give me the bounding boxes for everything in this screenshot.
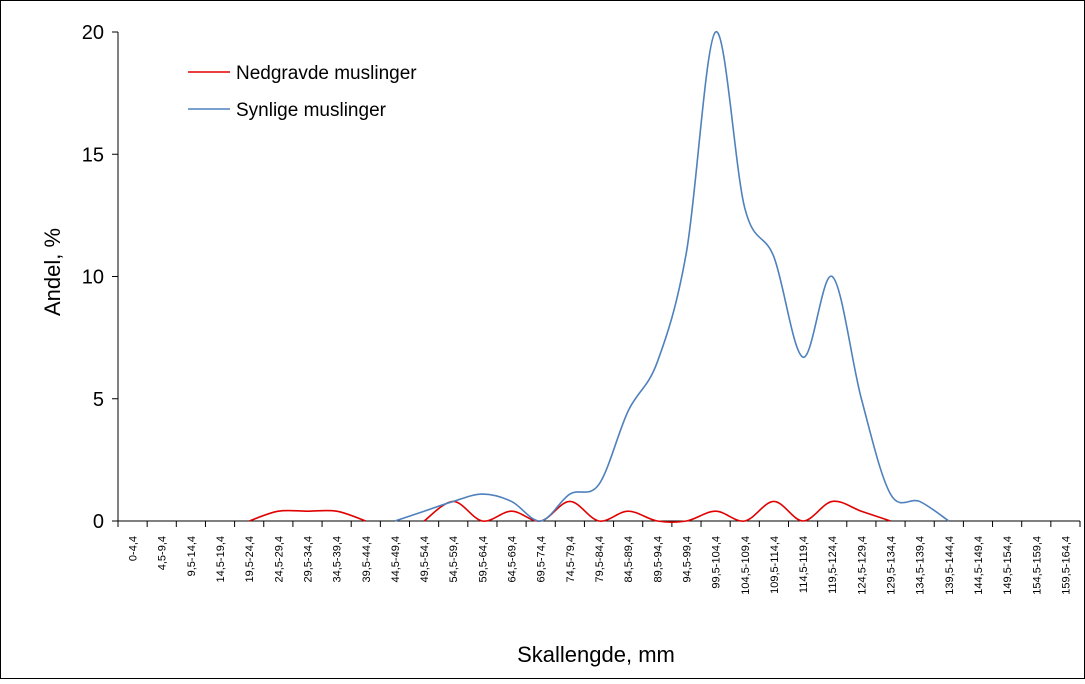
x-tick-label: 14,5-19,4: [215, 536, 227, 582]
x-tick-label: 104,5-109,4: [740, 536, 752, 595]
x-tick-label: 109,5-114,4: [769, 536, 781, 594]
x-tick-label: 29,5-34,4: [302, 536, 314, 582]
x-tick-label: 9,5-14,4: [186, 536, 198, 576]
x-tick-label: 34,5-39,4: [332, 536, 344, 582]
x-axis-title: Skallengde, mm: [517, 642, 675, 667]
x-tick-label: 159,5-164,4: [1060, 536, 1072, 595]
series-line: [394, 31, 950, 522]
x-tick-label: 74,5-79,4: [565, 536, 577, 582]
x-tick-label: 0-4,4: [128, 536, 140, 561]
series-line: [248, 500, 891, 524]
x-tick-label: 49,5-54,4: [419, 536, 431, 582]
y-tick-label: 10: [82, 267, 104, 289]
x-tick-label: 39,5-44,4: [361, 536, 373, 582]
x-tick-label: 149,5-154,4: [1002, 536, 1014, 595]
x-tick-label: 69,5-74,4: [536, 536, 548, 582]
y-tick-label: 5: [93, 389, 104, 411]
x-tick-label: 114,5-119,4: [798, 536, 810, 593]
legend-label: Nedgravde muslinger: [236, 63, 417, 84]
x-tick-label: 154,5-159,4: [1031, 536, 1043, 595]
x-tick-label: 89,5-94,4: [652, 536, 664, 582]
x-tick-label: 44,5-49,4: [390, 536, 402, 582]
y-axis-title: Andel, %: [40, 228, 65, 316]
y-tick-label: 0: [93, 511, 104, 533]
x-tick-label: 4,5-9,4: [157, 536, 169, 570]
x-tick-label: 144,5-149,4: [973, 536, 985, 595]
x-tick-label: 84,5-89,4: [623, 536, 635, 582]
x-tick-label: 19,5-24,4: [244, 536, 256, 582]
x-tick-label: 139,5-144,4: [944, 536, 956, 595]
x-tick-label: 24,5-29,4: [273, 536, 285, 582]
x-tick-label: 124,5-129,4: [856, 536, 868, 595]
x-tick-label: 119,5-124,4: [827, 536, 839, 594]
x-tick-label: 94,5-99,4: [681, 536, 693, 582]
x-tick-label: 59,5-64,4: [477, 536, 489, 582]
x-tick-label: 64,5-69,4: [507, 536, 519, 582]
x-tick-label: 79,5-84,4: [594, 536, 606, 582]
y-tick-label: 20: [82, 22, 104, 44]
x-tick-label: 99,5-104,4: [711, 536, 723, 589]
y-tick-label: 15: [82, 144, 104, 166]
x-tick-label: 134,5-139,4: [915, 536, 927, 595]
legend-label: Synlige muslinger: [236, 100, 387, 121]
x-tick-label: 54,5-59,4: [448, 536, 460, 582]
x-tick-label: 129,5-134,4: [886, 536, 898, 595]
